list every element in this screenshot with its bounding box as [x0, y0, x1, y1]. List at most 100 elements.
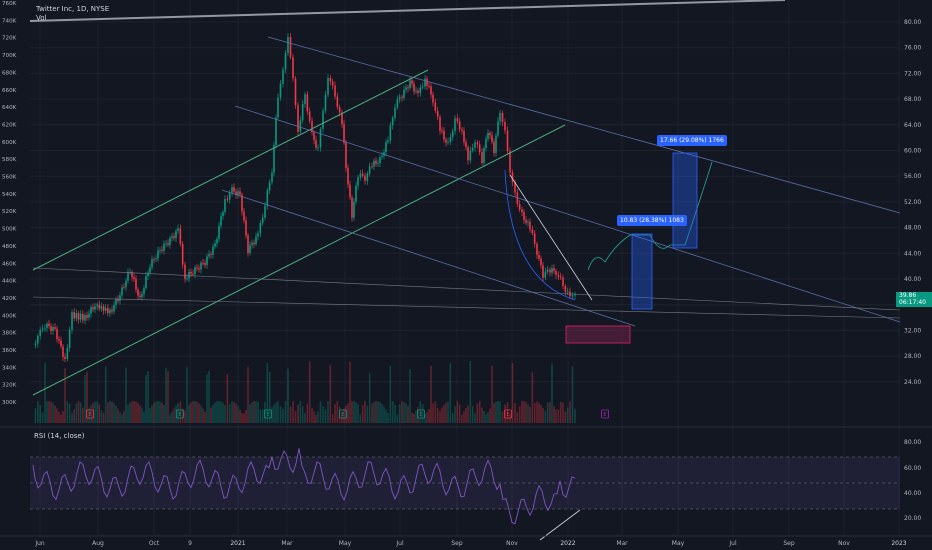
volume-bar: [121, 414, 123, 423]
candle-body: [64, 356, 66, 359]
volume-bar: [324, 409, 327, 423]
trend-line: [267, 36, 901, 214]
volume-bar: [373, 401, 375, 423]
candle-body: [481, 151, 483, 163]
volume-tick: 680K: [2, 70, 17, 76]
candle-body: [137, 289, 139, 296]
candle-body: [527, 221, 529, 223]
candle-body: [336, 96, 339, 108]
volume-bar: [257, 401, 259, 423]
candle-body: [243, 211, 245, 221]
volume-bar: [341, 412, 343, 423]
volume-bar: [313, 411, 315, 423]
symbol-title[interactable]: Twitter Inc, 1D, NYSE: [36, 5, 110, 13]
earnings-label: E: [178, 412, 181, 418]
price-tick: 48.00: [904, 225, 921, 232]
candle-body: [338, 107, 341, 113]
volume-bar: [409, 369, 411, 423]
candle-body: [50, 326, 52, 331]
candle-body: [540, 258, 542, 266]
candle-body: [214, 243, 216, 247]
volume-bar: [96, 401, 98, 423]
volume-bar: [39, 405, 41, 423]
candle-body: [284, 52, 287, 70]
volume-bar: [192, 401, 194, 423]
volume-bar: [157, 401, 159, 423]
time-tick: Sep: [783, 540, 795, 547]
candle-body: [98, 304, 101, 309]
volume-bar: [131, 401, 133, 423]
volume-tick: 660K: [2, 88, 17, 94]
volume-bar: [379, 402, 381, 423]
volume-bar: [456, 401, 459, 423]
volume-bar: [58, 411, 60, 423]
price-tick: 32.00: [904, 327, 921, 334]
volume-bar: [88, 408, 90, 423]
candle-body: [259, 222, 262, 234]
candle-body: [173, 236, 175, 238]
candle-body: [349, 184, 351, 198]
volume-bar: [546, 402, 549, 423]
price-tick: 68.00: [904, 96, 921, 103]
volume-bar: [566, 407, 569, 423]
earnings-label: E: [266, 412, 269, 418]
time-tick: 2023: [891, 540, 906, 547]
candle-body: [37, 335, 39, 344]
candle-body: [139, 295, 141, 298]
candle-body: [456, 118, 459, 122]
volume-bar: [79, 402, 82, 423]
candle-body: [343, 124, 345, 143]
candle-body: [562, 277, 564, 287]
time-tick: Jun: [34, 540, 45, 547]
candle-body: [445, 139, 447, 143]
price-tick: 64.00: [904, 122, 921, 129]
volume-bar: [266, 362, 269, 423]
candle-body: [308, 111, 311, 121]
candle-body: [407, 87, 409, 89]
candle-body: [90, 307, 92, 314]
candle-body: [165, 243, 167, 245]
candle-body: [297, 105, 299, 132]
candle-body: [514, 182, 516, 193]
volume-bar: [434, 401, 437, 423]
drawing-tools[interactable]: [29, 0, 901, 541]
volume-bar: [52, 403, 54, 423]
volume-bar: [261, 409, 264, 423]
volume-bar: [173, 408, 175, 423]
volume-bar: [447, 401, 449, 423]
time-tick: May: [672, 540, 685, 547]
price-tick: 60.00: [904, 148, 921, 155]
candle-body: [368, 166, 371, 174]
candle-body: [497, 121, 499, 136]
projection-label-2[interactable]: 17.66 (29.08%) 1766: [657, 135, 727, 146]
volume-bar: [371, 403, 373, 423]
candle-body: [275, 117, 277, 145]
candle-body: [559, 276, 562, 278]
candle-body: [471, 147, 474, 151]
trend-line: [234, 105, 901, 323]
candle-body: [483, 148, 485, 163]
target-zone-box: [565, 325, 631, 344]
candle-body: [322, 110, 324, 129]
candle-body: [359, 173, 362, 178]
volume-bar: [458, 404, 461, 423]
candle-body: [86, 315, 88, 318]
volume-bar: [273, 404, 275, 423]
candle-body: [66, 347, 69, 359]
candle-body: [424, 78, 426, 87]
volume-bar: [467, 405, 469, 423]
volume-label[interactable]: Vol: [36, 14, 47, 22]
rsi-label[interactable]: RSI (14, close): [34, 432, 85, 440]
volume-bar: [60, 414, 62, 423]
volume-bar: [255, 401, 257, 423]
projection-label-1[interactable]: 10.83 (28.38%) 1083: [617, 215, 687, 226]
candle-body: [409, 80, 411, 89]
volume-bar: [368, 373, 371, 423]
volume-bar: [171, 411, 173, 423]
volume-bar: [304, 413, 306, 423]
volume-bar: [355, 402, 357, 423]
candle-body: [529, 221, 531, 230]
candle-body: [551, 268, 553, 273]
candle-body: [171, 236, 173, 239]
